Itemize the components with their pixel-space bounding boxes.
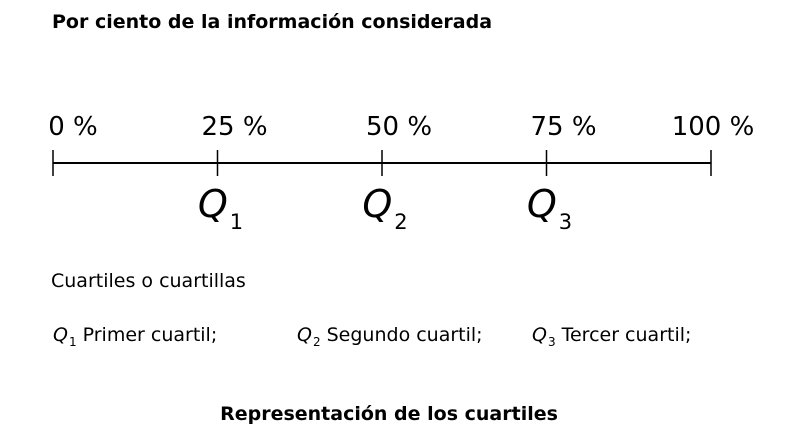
section-label: Cuartiles o cuartillas [51, 270, 246, 292]
tick-label-25: 25 % [201, 112, 268, 142]
tick-label-75: 75 % [530, 112, 597, 142]
tick-label-50: 50 % [365, 112, 433, 142]
legend-item-q1: Q1 Primer cuartil; [53, 324, 218, 349]
tick-label-0: 0 % [48, 112, 98, 142]
quartile-marker-q1: Q1 [197, 182, 244, 234]
axis-ticks [52, 150, 712, 176]
quartile-marker-q3: Q3 [526, 182, 573, 234]
tick-label-100: 100 % [671, 112, 755, 142]
legend-item-q2: Q2 Segundo cuartil; [297, 324, 483, 349]
percentage-axis [52, 150, 712, 176]
legend-item-q3: Q3 Tercer cuartil; [532, 324, 692, 349]
figure-caption: Representación de los cuartiles [220, 403, 558, 425]
page-title: Por ciento de la información considerada [52, 11, 493, 33]
quartile-marker-q2: Q2 [362, 182, 408, 234]
